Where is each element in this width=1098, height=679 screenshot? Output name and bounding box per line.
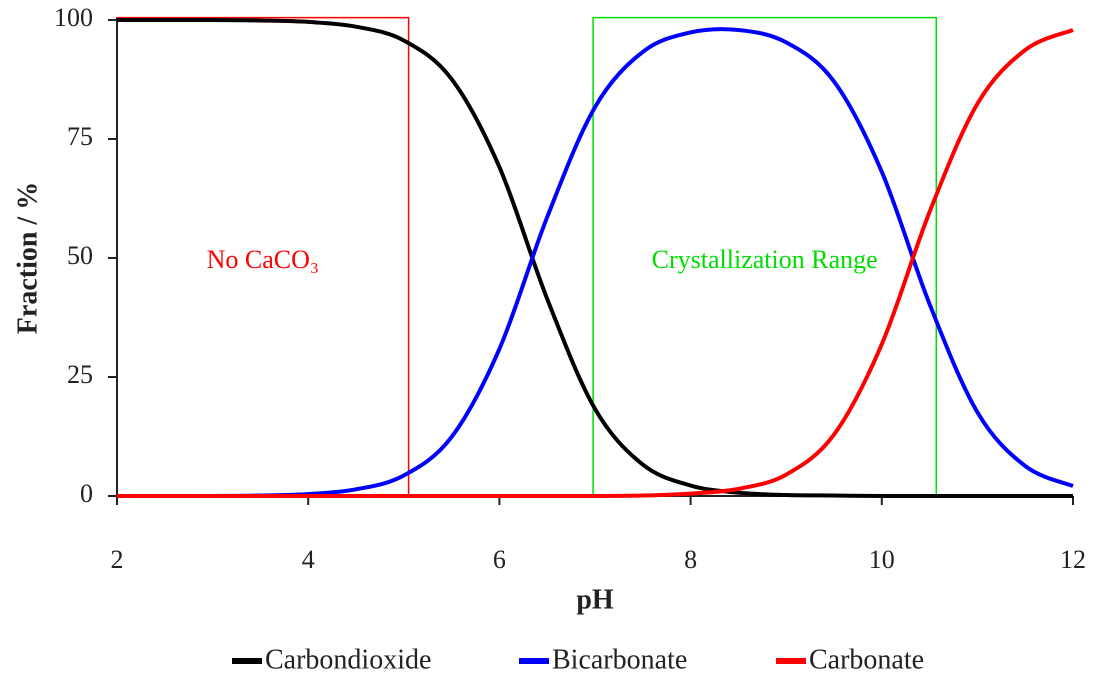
series-line — [212, 27, 1074, 498]
legend-label: Carbondioxide — [265, 644, 431, 675]
series-line — [116, 17, 1073, 499]
y-tick-label: 0 — [80, 479, 93, 508]
y-tick-label: 100 — [54, 3, 93, 32]
y-tick-label: 25 — [67, 360, 93, 389]
x-tick-label: 2 — [111, 545, 124, 574]
x-tick-label: 12 — [1060, 545, 1086, 574]
series-line — [117, 28, 1074, 499]
x-tick-label: 8 — [684, 545, 697, 574]
y-axis-title: Fraction / % — [12, 182, 43, 334]
y-tick-label: 50 — [67, 241, 93, 270]
legend-label: Carbonate — [809, 644, 924, 675]
legend-label: Bicarbonate — [552, 644, 687, 675]
region-label: Crystallization Range — [652, 245, 878, 274]
region-label: No CaCO₃ — [207, 245, 319, 274]
x-tick-label: 6 — [493, 545, 506, 574]
x-tick-label: 4 — [302, 545, 315, 574]
y-tick-label: 75 — [67, 122, 93, 151]
x-tick-label: 10 — [869, 545, 895, 574]
x-axis-title: pH — [576, 584, 614, 615]
